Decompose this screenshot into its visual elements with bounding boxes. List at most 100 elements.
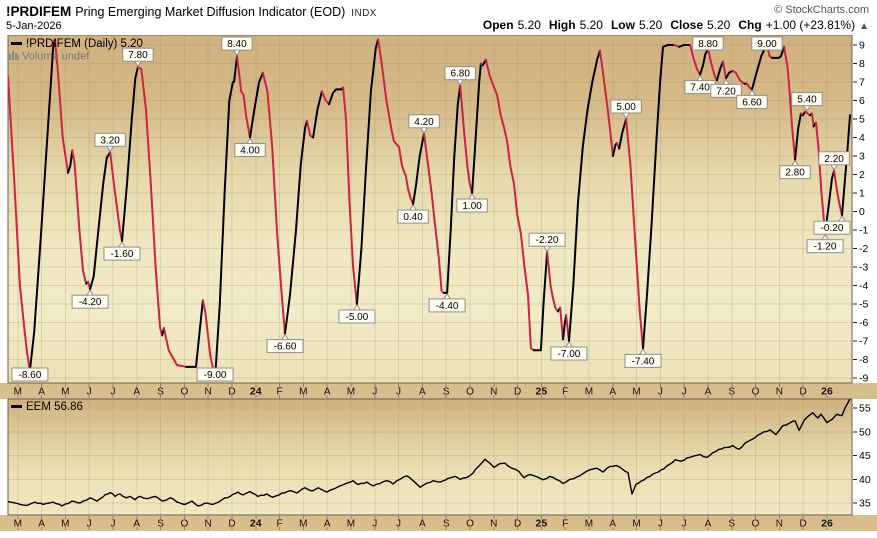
x-axis-label: 26 bbox=[821, 518, 833, 530]
x-axis-label: A bbox=[38, 519, 45, 530]
x-axis-label: N bbox=[205, 387, 212, 398]
chart-header: !PRDIFEM Pring Emerging Market Diffusion … bbox=[0, 0, 877, 35]
x-axis-label: A bbox=[419, 519, 426, 530]
x-axis-label: M bbox=[632, 519, 640, 530]
callout-box bbox=[791, 92, 823, 107]
quote-value: 5.20 bbox=[517, 18, 541, 32]
callout-box bbox=[610, 99, 642, 114]
chart-date: 5-Jan-2026 bbox=[6, 20, 62, 32]
x-axis-label: S bbox=[157, 519, 164, 530]
eem-panel-legend: EEM 56.86 bbox=[11, 401, 83, 413]
callout-value: 8.40 bbox=[227, 39, 247, 50]
x-axis-label: F bbox=[562, 519, 568, 530]
callout-box bbox=[624, 353, 662, 368]
callout-value: -0.20 bbox=[821, 223, 844, 234]
x-axis-label: 24 bbox=[250, 518, 262, 530]
callout-value: 8.80 bbox=[698, 39, 718, 50]
callout-box bbox=[710, 83, 742, 98]
callout-box bbox=[103, 246, 141, 261]
quote-value: +1.00 (+23.81%) bbox=[765, 18, 856, 32]
quote-bar: Open 5.20 High 5.20 Low 5.20 Close 5.20 Chg +1.00… bbox=[475, 18, 869, 32]
callout-box bbox=[338, 309, 376, 324]
x-axis-label: F bbox=[277, 519, 283, 530]
callout-box bbox=[234, 143, 266, 157]
main-legend-label: !PRDIFEM (Daily) 5.20 bbox=[26, 38, 143, 50]
x-axis-label: A bbox=[705, 387, 712, 398]
callout-value: -7.00 bbox=[558, 349, 581, 360]
y-axis-label: 7 bbox=[859, 77, 865, 89]
x-axis-label: J bbox=[87, 519, 92, 530]
x-axis-label: S bbox=[443, 387, 450, 398]
x-axis-label: D bbox=[800, 519, 807, 530]
callout-box bbox=[428, 298, 466, 313]
y-axis-label: 45 bbox=[859, 450, 871, 462]
x-axis-label: O bbox=[752, 519, 760, 530]
x-axis-label: M bbox=[61, 519, 69, 530]
callout-box bbox=[456, 198, 488, 213]
y-axis-label: 5 bbox=[859, 114, 865, 126]
callout-box bbox=[779, 165, 811, 180]
x-axis-label: M bbox=[61, 387, 69, 398]
x-axis-label: O bbox=[752, 387, 760, 398]
eem-line bbox=[8, 399, 851, 507]
quote-value: 5.20 bbox=[638, 18, 663, 32]
x-axis-label: 25 bbox=[536, 518, 548, 530]
x-axis-label: S bbox=[728, 519, 735, 530]
callout-box bbox=[266, 339, 304, 354]
callout-value: -6.60 bbox=[274, 342, 297, 353]
x-axis-label: O bbox=[466, 387, 474, 398]
x-axis-label: O bbox=[466, 519, 474, 530]
callout-box bbox=[813, 220, 851, 235]
y-axis-label: 50 bbox=[859, 426, 871, 438]
y-axis-label: 3 bbox=[859, 151, 865, 163]
callout-value: 1.00 bbox=[462, 201, 482, 212]
callout-box bbox=[71, 294, 109, 309]
x-axis-label: N bbox=[776, 387, 783, 398]
x-axis-label: M bbox=[14, 519, 22, 530]
symbol-label: !PRDIFEM bbox=[6, 4, 72, 19]
x-axis-label: F bbox=[277, 387, 283, 398]
x-axis-label: N bbox=[490, 519, 497, 530]
x-axis-label: M bbox=[299, 519, 307, 530]
callout-value: -8.60 bbox=[18, 370, 41, 381]
callout-value: 6.80 bbox=[450, 69, 470, 80]
y-axis-label: 8 bbox=[859, 58, 865, 70]
y-axis-label: -2 bbox=[859, 243, 868, 255]
callout-value: 7.80 bbox=[128, 50, 148, 61]
main-panel-legend: !PRDIFEM (Daily) 5.20 bbox=[11, 38, 143, 50]
x-axis-labels: M M A A M M J J J J A A S S O O N N D D 24 24 F F M M A A M M J J J J A A S S… bbox=[14, 384, 833, 530]
volume-legend: Volume undef bbox=[9, 50, 89, 63]
x-axis-label: M bbox=[299, 387, 307, 398]
callout-value: -1.60 bbox=[111, 249, 134, 260]
x-axis-label: N bbox=[776, 519, 783, 530]
x-axis-label: D bbox=[228, 387, 235, 398]
copyright-label: © StockCharts.com bbox=[774, 4, 869, 16]
y-axis-label: -6 bbox=[859, 317, 868, 329]
y-axis-label: -9 bbox=[859, 373, 868, 385]
callout-value: 7.40 bbox=[690, 83, 710, 94]
callout-value: 7.20 bbox=[716, 86, 736, 97]
y-axis-label: -7 bbox=[859, 336, 868, 348]
main-panel-border bbox=[7, 34, 853, 384]
exchange-label: INDX bbox=[351, 8, 377, 19]
chart-title-row: !PRDIFEM Pring Emerging Market Diffusion … bbox=[6, 3, 377, 21]
callout-value: 5.00 bbox=[616, 102, 636, 113]
callout-box bbox=[736, 94, 768, 109]
x-axis-label: D bbox=[514, 387, 521, 398]
callout-value: -1.20 bbox=[814, 242, 837, 253]
x-axis-label: A bbox=[705, 519, 712, 530]
x-axis-label: O bbox=[180, 387, 188, 398]
callout-box bbox=[818, 151, 850, 166]
x-axis-label: A bbox=[38, 387, 45, 398]
x-axis-label: 26 bbox=[821, 386, 833, 398]
x-axis-label: M bbox=[632, 387, 640, 398]
x-axis-label: S bbox=[157, 387, 164, 398]
y-axis: 9 8 7 6 5 4 3 2 1 0 -1 -2 -3 -4 -5 -6 -7 -8 -9 55 50 45 40 35 bbox=[853, 40, 871, 510]
callout-value: 4.00 bbox=[240, 146, 260, 157]
y-axis-label: 4 bbox=[859, 132, 865, 144]
line-swatch-icon bbox=[11, 405, 22, 409]
quote-value: 5.20 bbox=[707, 18, 731, 32]
y-axis-label: 0 bbox=[859, 206, 865, 218]
eem-panel bbox=[8, 399, 852, 515]
